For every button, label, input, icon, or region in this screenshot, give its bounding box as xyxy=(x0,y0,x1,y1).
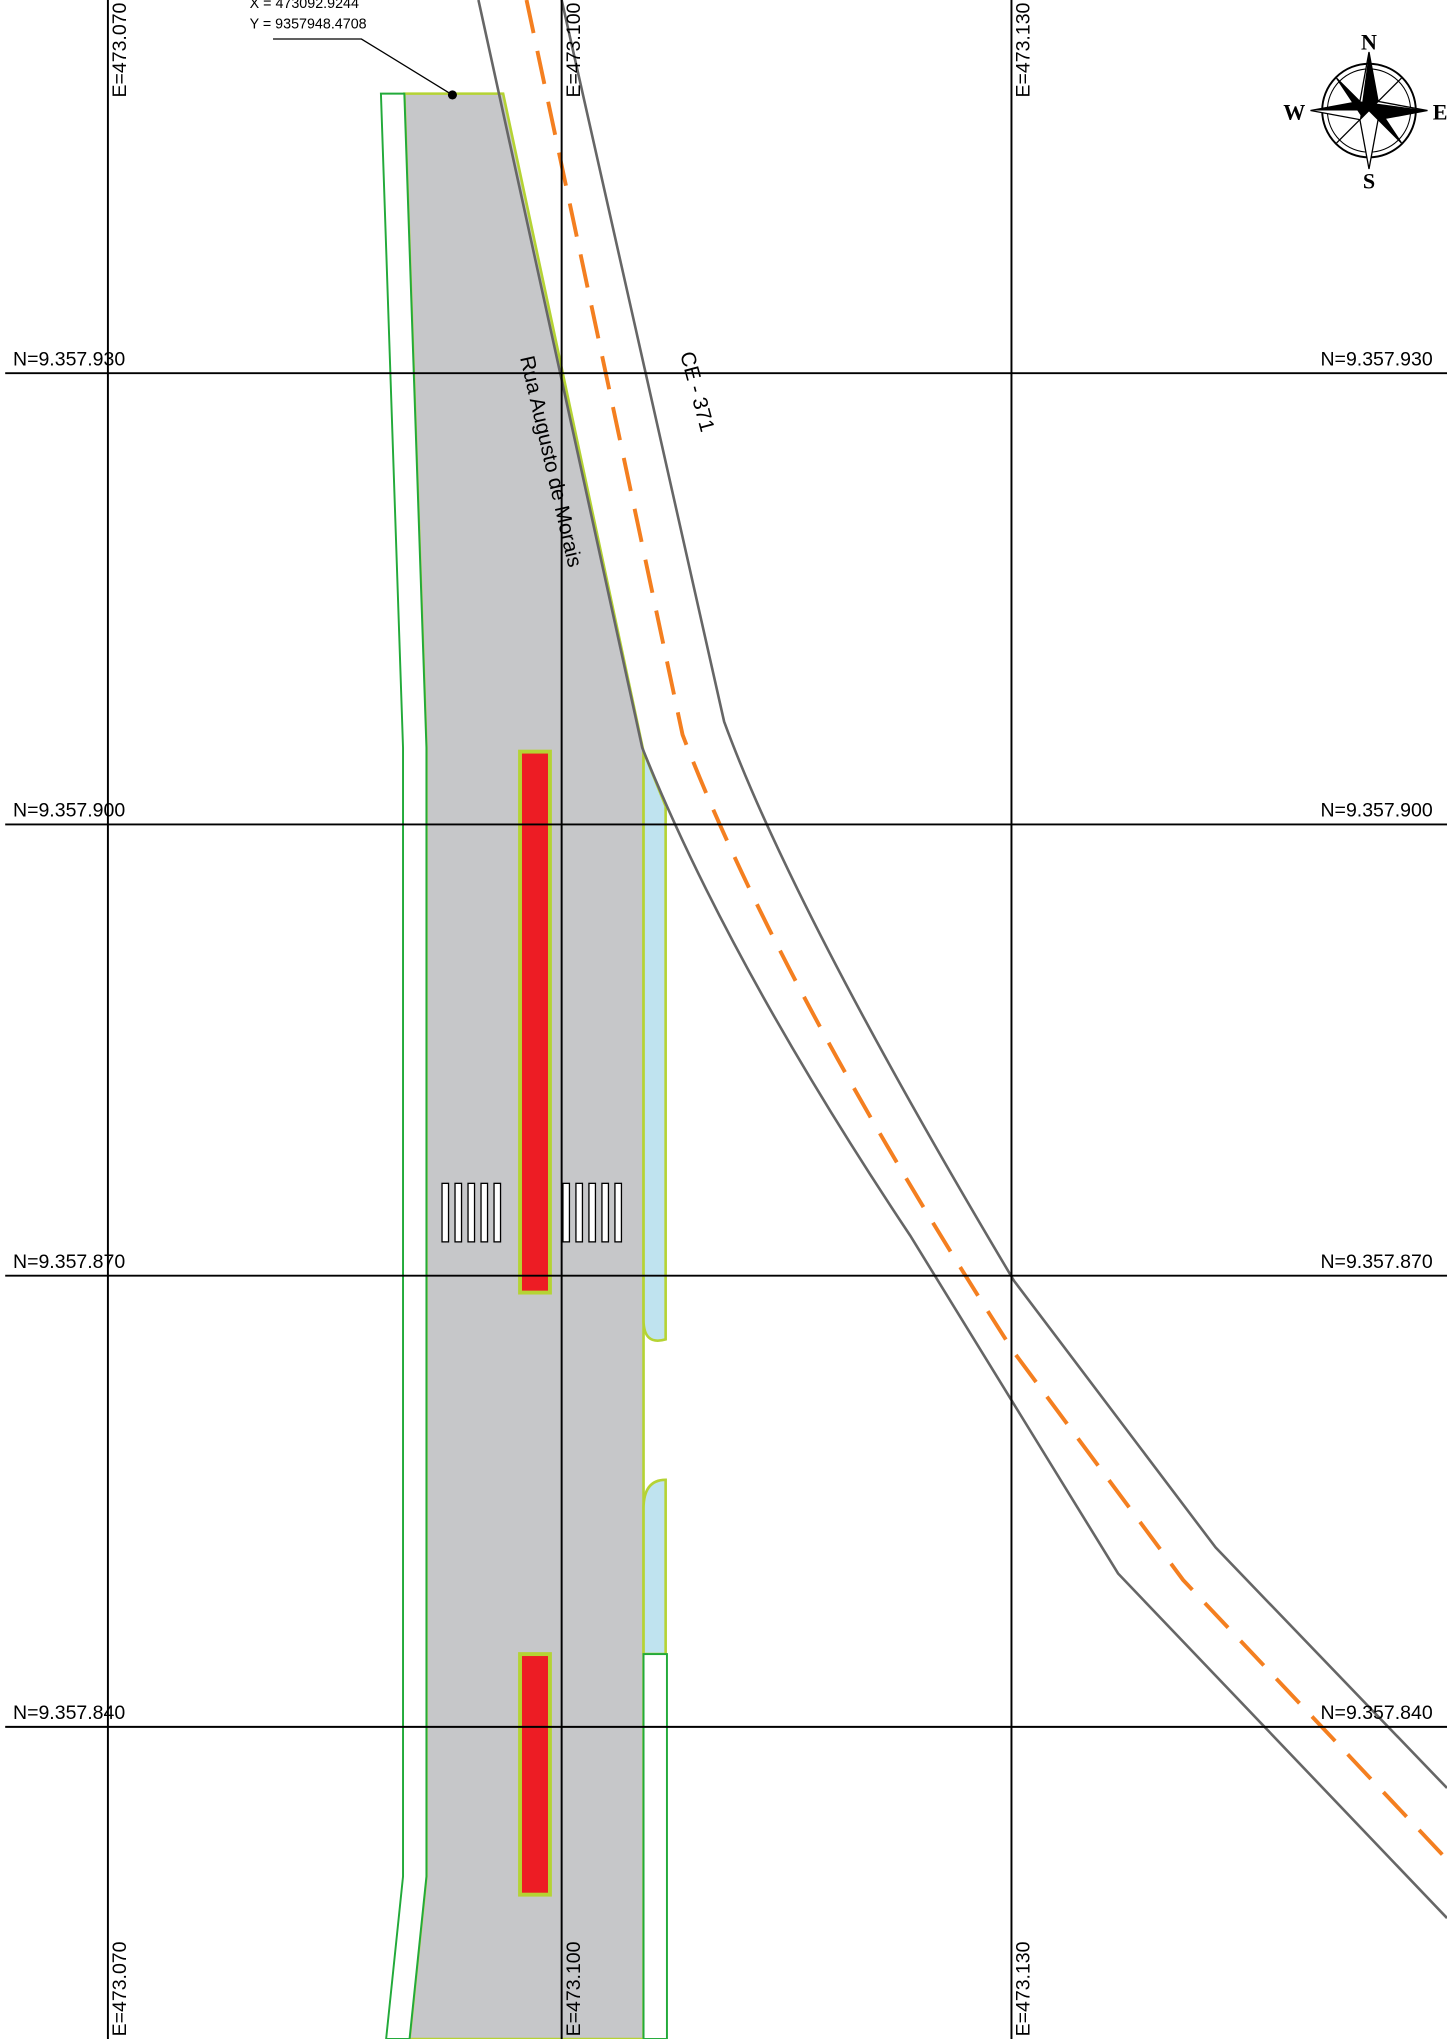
drawing xyxy=(273,0,1447,2039)
median xyxy=(518,1652,552,1897)
left-sidewalk xyxy=(379,92,428,2039)
northing-label: N=9.357.840 xyxy=(13,1702,125,1724)
highway-name: CE - 371 xyxy=(675,349,718,434)
right-island xyxy=(642,751,667,1342)
easting-label: E=473.130 xyxy=(1013,2,1035,97)
easting-label: E=473.100 xyxy=(563,2,585,97)
crosswalk xyxy=(441,1182,623,1243)
northing-label: N=9.357.930 xyxy=(13,348,125,370)
easting-label: E=473.070 xyxy=(109,2,131,97)
point-x: X = 473092.9244 xyxy=(250,0,359,12)
highway-edge xyxy=(477,0,1447,1919)
northing-label: N=9.357.870 xyxy=(13,1251,125,1273)
northing-label: N=9.357.930 xyxy=(1320,348,1432,370)
northing-label: N=9.357.900 xyxy=(13,800,125,822)
coordinate-grid: E=473.070 E=473.070 E=473.100 E=473.100 E=47… xyxy=(5,0,1447,2039)
survey-point xyxy=(447,90,457,100)
easting-label: E=473.130 xyxy=(1013,1941,1035,2036)
northing-label: N=9.357.870 xyxy=(1320,1251,1432,1273)
highway-centerline xyxy=(524,0,1447,1861)
compass-n: N xyxy=(1361,29,1377,54)
leader-line xyxy=(273,38,453,96)
northing-label: N=9.357.840 xyxy=(1320,1702,1432,1724)
right-sidewalk xyxy=(642,1653,668,2039)
highway-edge xyxy=(560,0,1447,1789)
easting-label: E=473.100 xyxy=(563,1941,585,2036)
compass: N S E W xyxy=(1283,29,1447,193)
compass-e: E xyxy=(1433,100,1447,125)
northing-label: N=9.357.900 xyxy=(1320,800,1432,822)
right-island xyxy=(642,1478,667,1656)
compass-w: W xyxy=(1283,100,1305,125)
point-y: Y = 9357948.4708 xyxy=(250,17,367,33)
median xyxy=(518,749,552,1295)
easting-label: E=473.070 xyxy=(109,1941,131,2036)
compass-s: S xyxy=(1363,169,1375,194)
